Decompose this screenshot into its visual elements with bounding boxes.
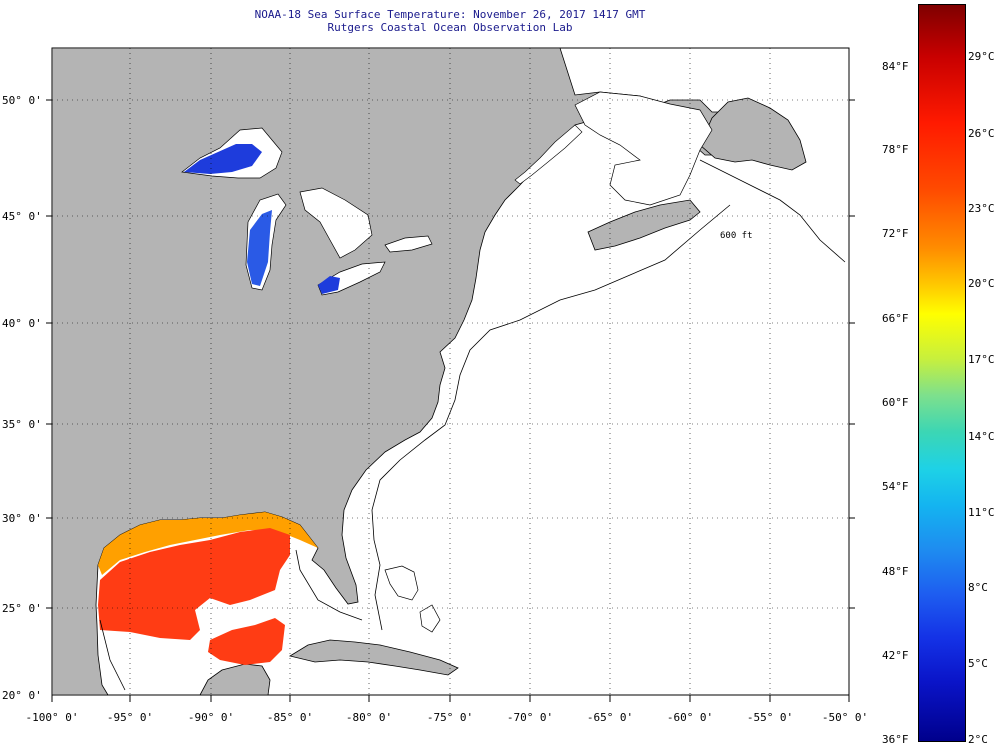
lake-huron [299, 187, 373, 259]
temperature-colorbar [918, 4, 966, 742]
lake-erie-sst [318, 276, 340, 294]
lat-label-35: 35° 0' [2, 418, 42, 431]
colorbar-c-2: 2°C [968, 733, 988, 746]
colorbar-f-42: 42°F [882, 649, 909, 662]
lake-superior-sst [184, 144, 262, 174]
lat-label-30: 30° 0' [2, 512, 42, 525]
colorbar-f-60: 60°F [882, 396, 909, 409]
contour-label: 600 ft [720, 231, 753, 241]
lon-label-95: -95° 0' [106, 711, 154, 724]
cuba-land [288, 639, 459, 676]
map-title: NOAA-18 Sea Surface Temperature: Novembe… [254, 8, 646, 21]
colorbar-c-14: 14°C [968, 430, 995, 443]
colorbar-c-5: 5°C [968, 657, 988, 670]
colorbar-f-78: 78°F [882, 143, 909, 156]
nova-scotia-land [587, 199, 701, 251]
yucatan-land [199, 663, 271, 696]
colorbar-c-26: 26°C [968, 127, 995, 140]
lat-label-40: 40° 0' [2, 317, 42, 330]
colorbar-f-36: 36°F [882, 733, 909, 746]
gulf-of-st-lawrence [574, 91, 713, 206]
lon-label-100: -100° 0' [25, 711, 79, 724]
colorbar-f-72: 72°F [882, 227, 909, 240]
axis-ticks [46, 99, 855, 702]
lon-label-50: -50° 0' [821, 711, 869, 724]
colorbar-f-66: 66°F [882, 312, 909, 325]
lat-label-20: 20° 0' [2, 689, 42, 702]
gulf-coastal-sst [98, 512, 318, 575]
colorbar-c-11: 11°C [968, 506, 995, 519]
colorbar-c-20: 20°C [968, 277, 995, 290]
colorbar-f-54: 54°F [882, 480, 909, 493]
bahamas-islands [384, 565, 441, 633]
colorbar-c-8: 8°C [968, 581, 988, 594]
colorbar-f-84: 84°F [882, 60, 909, 73]
lon-label-85: -85° 0' [266, 711, 314, 724]
colorbar-c-17: 17°C [968, 353, 995, 366]
lat-label-50: 50° 0' [2, 94, 42, 107]
shelf-contour-600ft [99, 159, 846, 691]
st-lawrence-river [514, 124, 583, 185]
newfoundland-land [699, 97, 807, 171]
lake-ontario [384, 235, 433, 253]
map-subtitle: Rutgers Coastal Ocean Observation Lab [327, 21, 573, 34]
lat-label-45: 45° 0' [2, 210, 42, 223]
lon-label-75: -75° 0' [426, 711, 474, 724]
gulf-warm-sst [98, 528, 290, 640]
lake-michigan-sst [247, 210, 272, 286]
colorbar-c-29: 29°C [968, 50, 995, 63]
colorbar-c-23: 23°C [968, 202, 995, 215]
lon-label-65: -65° 0' [586, 711, 634, 724]
lon-label-80: -80° 0' [345, 711, 393, 724]
gulf-south-sst [208, 618, 285, 665]
lon-label-60: -60° 0' [666, 711, 714, 724]
lon-label-55: -55° 0' [746, 711, 794, 724]
colorbar-f-48: 48°F [882, 565, 909, 578]
lon-label-90: -90° 0' [187, 711, 235, 724]
lon-label-70: -70° 0' [506, 711, 554, 724]
lat-label-25: 25° 0' [2, 602, 42, 615]
